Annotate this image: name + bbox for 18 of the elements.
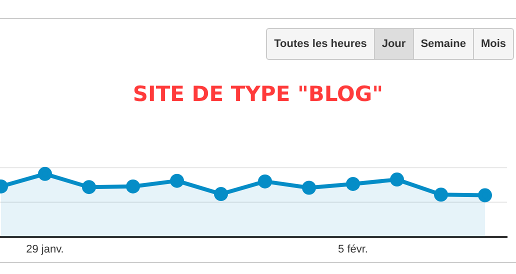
point (214, 187, 228, 202)
point (258, 174, 272, 188)
x-tick-label: 29 janv. (26, 243, 64, 256)
point (38, 166, 52, 181)
x-tick-label: 5 févr. (338, 243, 368, 256)
point (82, 180, 96, 194)
text: Toutes les heures (273, 37, 368, 52)
point (346, 176, 360, 191)
text: Mois (472, 29, 513, 59)
point (478, 188, 492, 202)
point (170, 174, 184, 188)
text: Semaine (412, 29, 473, 59)
point (126, 179, 140, 194)
point (302, 180, 316, 195)
chart-title: SITE DE TYPE "BLOG" (132, 82, 384, 106)
point (390, 172, 404, 187)
point (434, 188, 448, 202)
text: Jour (374, 29, 413, 59)
